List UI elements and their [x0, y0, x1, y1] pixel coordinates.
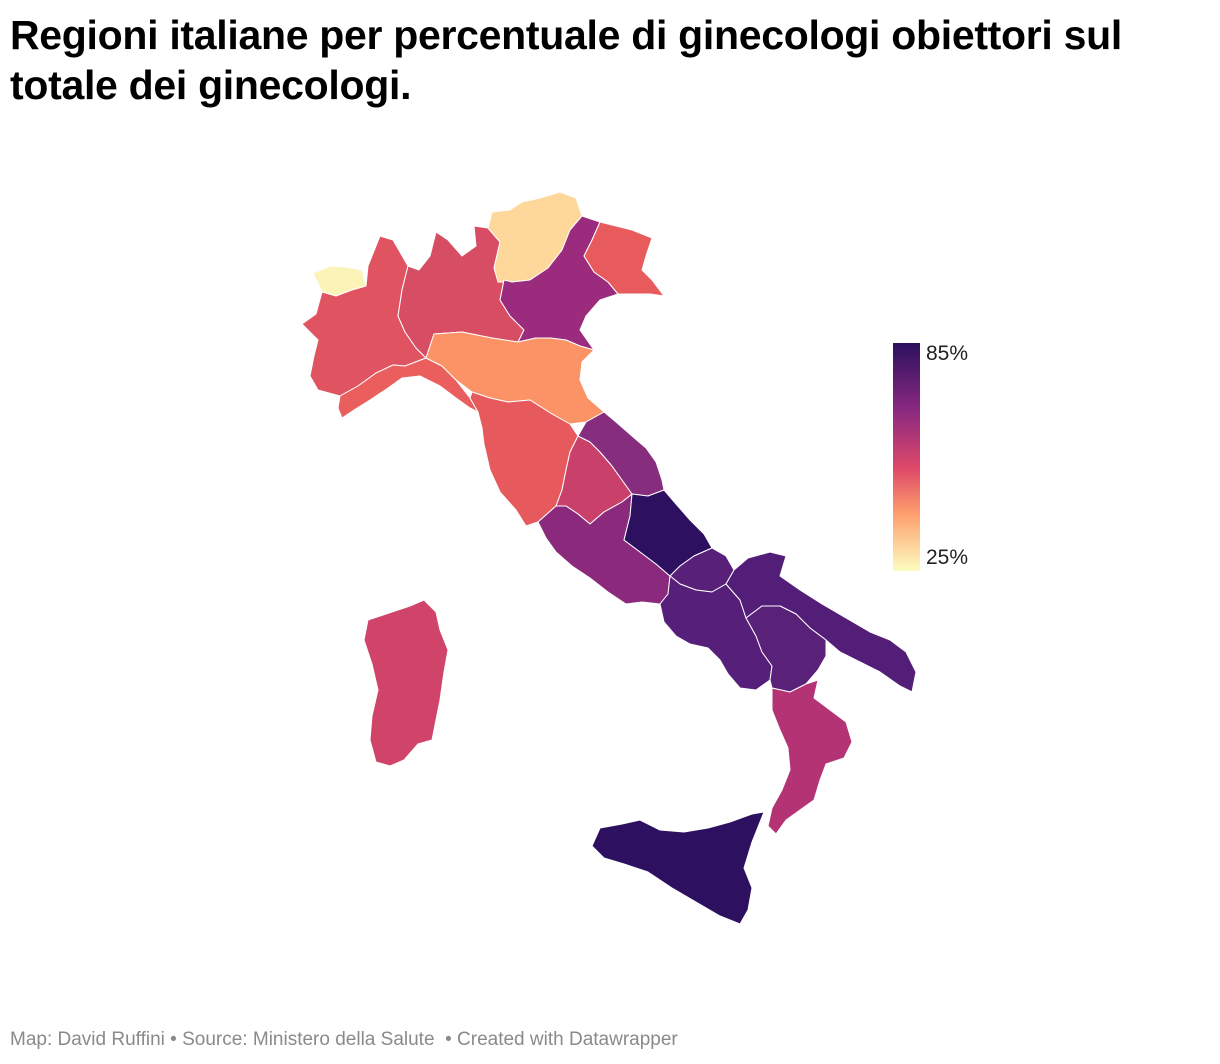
source-credit: Source: Ministero della Salute	[182, 1029, 435, 1050]
region-calabria[interactable]: Calabria	[767, 679, 853, 835]
region-basilicata[interactable]: Basilicata	[745, 605, 827, 693]
legend-max-label: 85%	[926, 342, 969, 365]
legend-gradient-bar	[893, 343, 920, 571]
datawrapper-credit[interactable]: Created with Datawrapper	[457, 1029, 678, 1050]
region-sardegna[interactable]: Sardegna	[363, 599, 449, 767]
legend-color-scale	[893, 343, 920, 571]
page-title: Regioni italiane per percentuale di gine…	[10, 12, 1122, 108]
map-credit: Map: David Ruffini	[10, 1029, 165, 1050]
region-campania[interactable]: Campania	[659, 575, 773, 691]
region-liguria[interactable]: Liguria	[337, 357, 479, 419]
footer: Map: David Ruffini • Source: Ministero d…	[10, 1028, 678, 1052]
footer-separator: •	[445, 1029, 452, 1050]
region-friuli-venezia-giulia[interactable]: Friuli-Venezia Giulia	[583, 221, 665, 297]
region-sicilia[interactable]: Sicilia	[591, 811, 765, 925]
footer-separator: •	[170, 1029, 177, 1050]
legend-min-label: 25%	[926, 546, 969, 569]
